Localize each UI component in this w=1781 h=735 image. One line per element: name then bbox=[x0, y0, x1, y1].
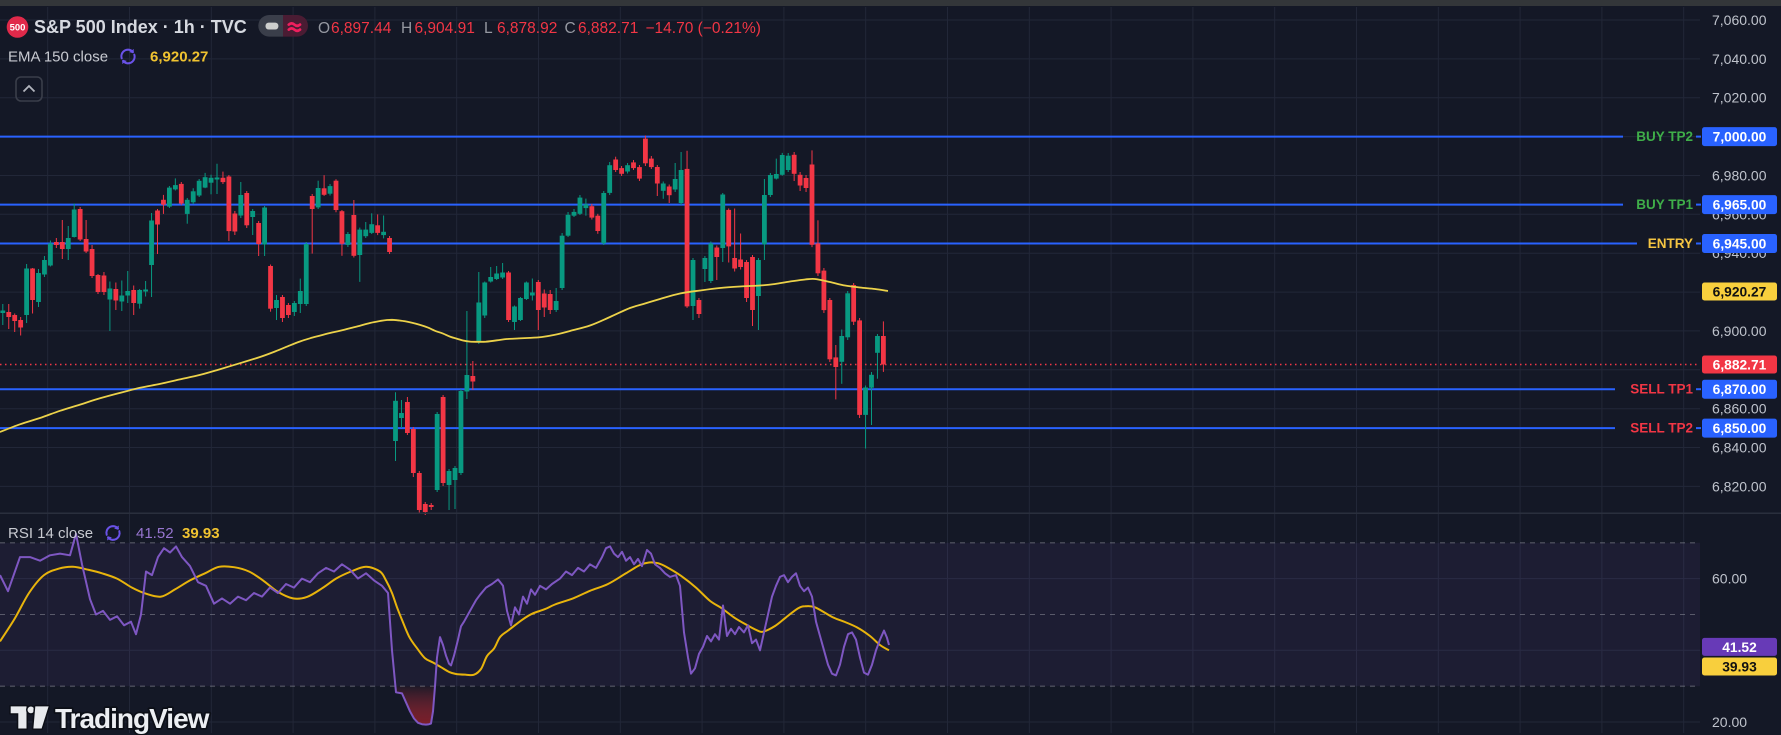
svg-text:7,060.00: 7,060.00 bbox=[1712, 12, 1767, 28]
svg-text:41.52: 41.52 bbox=[136, 525, 174, 542]
svg-text:SELL TP2: SELL TP2 bbox=[1630, 421, 1693, 436]
svg-text:6,860.00: 6,860.00 bbox=[1712, 401, 1767, 417]
svg-text:6,945.00: 6,945.00 bbox=[1713, 236, 1767, 251]
svg-text:S&P 500 Index · 1h · TVC: S&P 500 Index · 1h · TVC bbox=[34, 17, 247, 37]
svg-text:H: H bbox=[401, 20, 412, 37]
svg-text:BUY TP2: BUY TP2 bbox=[1636, 129, 1693, 144]
svg-text:41.52: 41.52 bbox=[1722, 640, 1757, 655]
svg-text:20.00: 20.00 bbox=[1712, 714, 1747, 730]
svg-text:6,965.00: 6,965.00 bbox=[1713, 198, 1767, 213]
svg-text:6,850.00: 6,850.00 bbox=[1713, 421, 1767, 436]
svg-text:6,882.71: 6,882.71 bbox=[1713, 358, 1767, 373]
svg-text:−14.70 (−0.21%): −14.70 (−0.21%) bbox=[646, 20, 761, 37]
svg-text:39.93: 39.93 bbox=[182, 525, 220, 542]
svg-text:6,820.00: 6,820.00 bbox=[1712, 478, 1767, 494]
svg-text:6,840.00: 6,840.00 bbox=[1712, 440, 1767, 456]
svg-text:6,980.00: 6,980.00 bbox=[1712, 168, 1767, 184]
svg-text:ENTRY: ENTRY bbox=[1648, 236, 1693, 251]
svg-text:7,000.00: 7,000.00 bbox=[1713, 130, 1767, 145]
svg-text:TradingView: TradingView bbox=[55, 703, 210, 734]
svg-text:L: L bbox=[484, 20, 493, 37]
svg-text:6,900.00: 6,900.00 bbox=[1712, 323, 1767, 339]
svg-text:6,870.00: 6,870.00 bbox=[1713, 382, 1767, 397]
svg-text:7,040.00: 7,040.00 bbox=[1712, 51, 1767, 67]
svg-text:6,882.71: 6,882.71 bbox=[578, 20, 638, 37]
svg-text:6,904.91: 6,904.91 bbox=[415, 20, 475, 37]
svg-text:BUY TP1: BUY TP1 bbox=[1636, 197, 1693, 212]
svg-text:6,897.44: 6,897.44 bbox=[331, 20, 392, 37]
svg-text:RSI 14 close: RSI 14 close bbox=[8, 525, 93, 542]
svg-text:C: C bbox=[565, 20, 576, 37]
svg-text:7,020.00: 7,020.00 bbox=[1712, 90, 1767, 106]
svg-text:39.93: 39.93 bbox=[1722, 660, 1757, 675]
svg-text:6,920.27: 6,920.27 bbox=[1713, 285, 1767, 300]
svg-text:O: O bbox=[318, 20, 330, 37]
svg-text:SELL TP1: SELL TP1 bbox=[1630, 382, 1693, 397]
svg-text:EMA 150 close: EMA 150 close bbox=[8, 49, 108, 66]
svg-text:60.00: 60.00 bbox=[1712, 571, 1747, 587]
svg-text:6,920.27: 6,920.27 bbox=[150, 49, 208, 66]
svg-text:6,878.92: 6,878.92 bbox=[497, 20, 557, 37]
svg-text:500: 500 bbox=[10, 23, 26, 34]
